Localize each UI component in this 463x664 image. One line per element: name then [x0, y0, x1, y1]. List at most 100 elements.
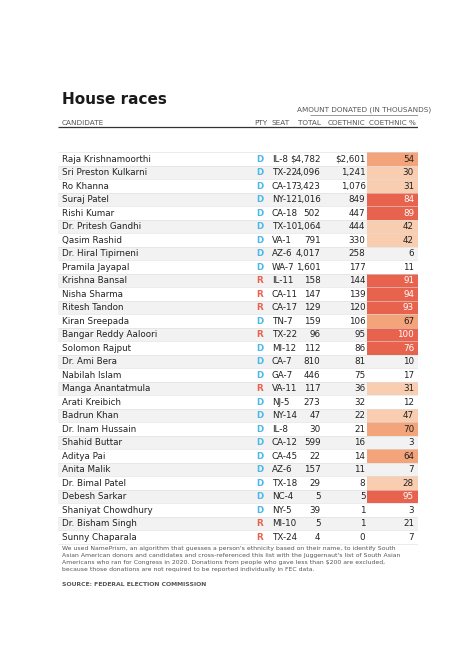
Text: 502: 502	[303, 208, 320, 218]
Text: D: D	[255, 357, 263, 366]
Text: We used NamePrism, an algorithm that guesses a person's ethnicity based on their: We used NamePrism, an algorithm that gue…	[62, 546, 399, 572]
Text: Rishi Kumar: Rishi Kumar	[62, 208, 113, 218]
Bar	[58, 382, 417, 395]
Text: 5: 5	[314, 492, 320, 501]
Text: 0: 0	[359, 533, 365, 542]
Text: 6: 6	[407, 249, 413, 258]
Bar	[367, 179, 417, 193]
Text: House races: House races	[62, 92, 166, 108]
Text: CA-17: CA-17	[271, 303, 297, 312]
Text: CA-12: CA-12	[271, 438, 297, 447]
Text: NY-5: NY-5	[271, 506, 291, 515]
Text: CA-17: CA-17	[271, 181, 297, 191]
Text: 11: 11	[402, 262, 413, 272]
Text: MI-12: MI-12	[271, 343, 295, 353]
Bar	[367, 152, 417, 166]
Text: 1: 1	[359, 519, 365, 528]
Text: Dr. Pritesh Gandhi: Dr. Pritesh Gandhi	[62, 222, 140, 231]
Text: 791: 791	[303, 236, 320, 244]
Bar	[58, 220, 417, 233]
Text: 1,601: 1,601	[295, 262, 320, 272]
Text: Ritesh Tandon: Ritesh Tandon	[62, 303, 123, 312]
Text: NY-14: NY-14	[271, 411, 296, 420]
Text: 177: 177	[348, 262, 365, 272]
Text: 120: 120	[348, 303, 365, 312]
Bar	[58, 476, 417, 490]
Text: 29: 29	[309, 479, 320, 487]
Bar	[367, 233, 417, 247]
Text: 70: 70	[402, 425, 413, 434]
Text: R: R	[256, 330, 262, 339]
Text: 42: 42	[402, 236, 413, 244]
Bar	[367, 450, 417, 463]
Text: 93: 93	[402, 303, 413, 312]
Text: AMOUNT DONATED (IN THOUSANDS): AMOUNT DONATED (IN THOUSANDS)	[296, 106, 430, 113]
Bar	[58, 490, 417, 503]
Text: 11: 11	[354, 465, 365, 474]
Text: 84: 84	[402, 195, 413, 204]
Bar	[58, 193, 417, 207]
Text: Bangar Reddy Aaloori: Bangar Reddy Aaloori	[62, 330, 156, 339]
Text: Ro Khanna: Ro Khanna	[62, 181, 108, 191]
Text: 1,064: 1,064	[295, 222, 320, 231]
Bar	[58, 503, 417, 517]
Text: 81: 81	[354, 357, 365, 366]
Text: 446: 446	[303, 371, 320, 380]
Text: 31: 31	[402, 384, 413, 393]
Text: Sri Preston Kulkarni: Sri Preston Kulkarni	[62, 168, 146, 177]
Text: 3,423: 3,423	[295, 181, 320, 191]
Text: 96: 96	[309, 330, 320, 339]
Text: Suraj Patel: Suraj Patel	[62, 195, 108, 204]
Text: 5: 5	[359, 492, 365, 501]
Text: Raja Krishnamoorthi: Raja Krishnamoorthi	[62, 155, 150, 163]
Text: D: D	[255, 222, 263, 231]
Text: 5: 5	[314, 519, 320, 528]
Text: 22: 22	[354, 411, 365, 420]
Bar	[58, 301, 417, 314]
Text: Dr. Bimal Patel: Dr. Bimal Patel	[62, 479, 125, 487]
Bar	[58, 152, 417, 166]
Text: Shahid Buttar: Shahid Buttar	[62, 438, 121, 447]
Text: D: D	[255, 208, 263, 218]
Bar	[367, 220, 417, 233]
Text: D: D	[255, 343, 263, 353]
Text: R: R	[256, 533, 262, 542]
Text: D: D	[255, 452, 263, 461]
Bar	[58, 328, 417, 341]
Text: AZ-6: AZ-6	[271, 465, 292, 474]
Text: D: D	[255, 438, 263, 447]
Text: Aditya Pai: Aditya Pai	[62, 452, 105, 461]
Bar	[58, 531, 417, 544]
Text: D: D	[255, 506, 263, 515]
Text: 3: 3	[407, 438, 413, 447]
Text: IL-11: IL-11	[271, 276, 293, 285]
Text: Dr. Inam Hussain: Dr. Inam Hussain	[62, 425, 136, 434]
Text: 21: 21	[402, 519, 413, 528]
Text: 91: 91	[402, 276, 413, 285]
Text: 22: 22	[309, 452, 320, 461]
Bar	[367, 301, 417, 314]
Bar	[367, 490, 417, 503]
Text: CA-7: CA-7	[271, 357, 292, 366]
Text: 89: 89	[402, 208, 413, 218]
Bar	[367, 274, 417, 288]
Bar	[367, 314, 417, 328]
Text: 54: 54	[402, 155, 413, 163]
Text: D: D	[255, 479, 263, 487]
Bar	[58, 247, 417, 260]
Text: 599: 599	[303, 438, 320, 447]
Text: Arati Kreibich: Arati Kreibich	[62, 398, 120, 406]
Text: IL-8: IL-8	[271, 155, 288, 163]
Text: 30: 30	[309, 425, 320, 434]
Text: TX-22: TX-22	[271, 168, 296, 177]
Text: 21: 21	[354, 425, 365, 434]
Text: Pramila Jayapal: Pramila Jayapal	[62, 262, 129, 272]
Text: D: D	[255, 465, 263, 474]
Text: VA-11: VA-11	[271, 384, 297, 393]
Text: Shaniyat Chowdhury: Shaniyat Chowdhury	[62, 506, 152, 515]
Text: R: R	[256, 303, 262, 312]
Bar	[58, 355, 417, 369]
Text: D: D	[255, 411, 263, 420]
Text: 12: 12	[402, 398, 413, 406]
Text: 8: 8	[359, 479, 365, 487]
